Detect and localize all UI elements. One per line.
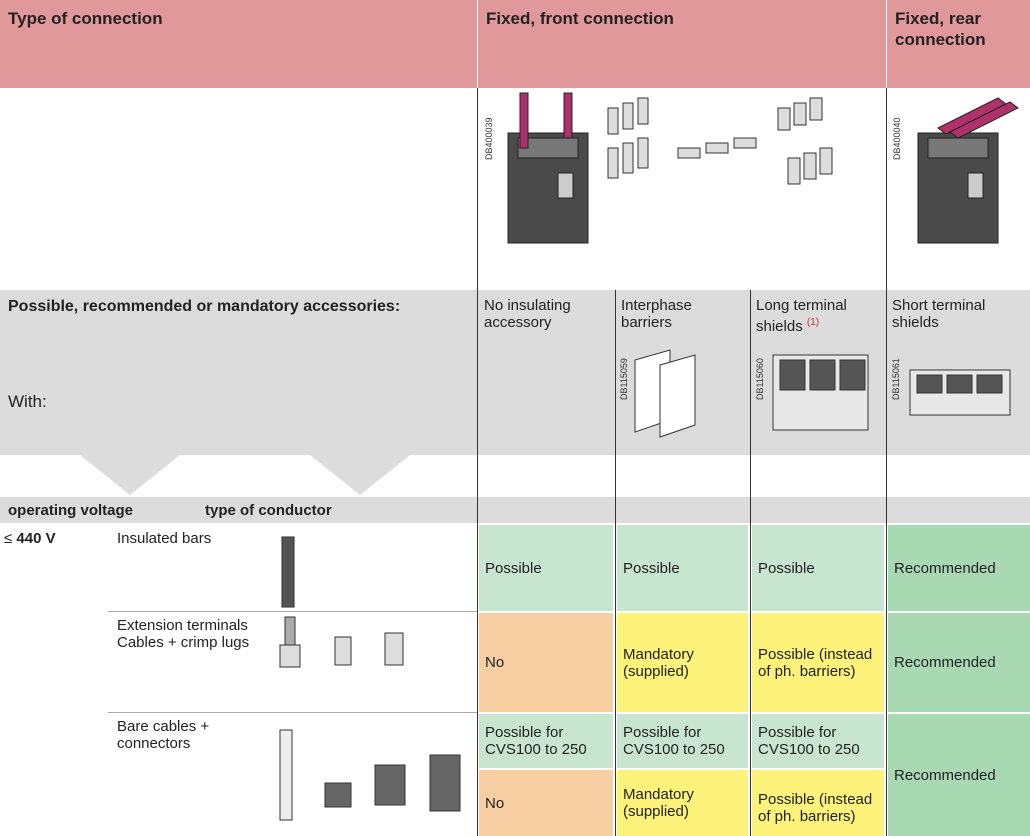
- conductor: Extension terminals: [117, 617, 248, 634]
- cell: Possible: [479, 525, 613, 611]
- header-cell: Fixed, rear connection: [887, 0, 1030, 88]
- header-cell: Type of connection: [0, 0, 477, 88]
- row-separator: [108, 611, 477, 612]
- cell: No: [479, 613, 613, 712]
- with-label: With:: [8, 392, 47, 411]
- cell: Possible: [617, 525, 748, 611]
- conductor-illustrations: [279, 536, 461, 821]
- conductor: Insulated bars: [117, 530, 212, 547]
- cell: Possible for CVS100 to 250: [479, 714, 613, 768]
- column-heading: type of conductor: [205, 502, 332, 519]
- column-rule: [750, 290, 751, 836]
- accessory-name: Long terminal shields: [756, 297, 847, 335]
- footnote-ref: (1): [806, 317, 820, 328]
- product-illustrations: [507, 92, 1019, 244]
- accessory-illustrations: [634, 349, 1011, 438]
- accessories-label: Possible, recommended or mandatory acces…: [8, 298, 401, 315]
- header-text: Type of connection: [8, 9, 163, 28]
- accessory-text: Long terminal shields (1): [756, 297, 884, 335]
- cell: Possible (instead of ph. barriers): [752, 613, 884, 712]
- cell: Possible for CVS100 to 250: [617, 714, 748, 768]
- arrows: [80, 455, 410, 495]
- column-rule: [477, 88, 478, 836]
- accessory-text: Short terminal shields: [892, 297, 986, 331]
- cell: Recommended: [888, 613, 1030, 712]
- voltage-symbol: ≤: [4, 530, 13, 547]
- cell: Mandatory (supplied): [617, 613, 748, 712]
- cell: Recommended: [888, 525, 1030, 611]
- cell: Mandatory (supplied): [617, 770, 748, 836]
- cell: Possible: [752, 525, 884, 611]
- header-cell: Fixed, front connection: [478, 0, 886, 88]
- cell: Possible for CVS100 to 250: [752, 714, 884, 768]
- header-text: Fixed, front connection: [486, 9, 674, 28]
- heading-row: [0, 497, 1030, 523]
- column-heading: operating voltage: [8, 502, 134, 519]
- cell: No: [479, 770, 613, 836]
- header-text: Fixed, rear connection: [895, 9, 986, 49]
- cell: Possible (instead of ph. barriers): [752, 770, 884, 836]
- column-rule: [886, 88, 887, 836]
- conductor: Cables + crimp lugs: [117, 634, 250, 651]
- voltage: ≤ 440 V: [4, 530, 56, 547]
- cell: Recommended: [888, 714, 1030, 836]
- row-separator: [108, 712, 477, 713]
- column-rule: [615, 290, 616, 836]
- conductor: Bare cables + connectors: [117, 718, 210, 752]
- accessory-text: No insulating accessory: [484, 297, 571, 331]
- voltage-value: 440 V: [16, 530, 56, 547]
- accessory-text: Interphase barriers: [621, 297, 692, 331]
